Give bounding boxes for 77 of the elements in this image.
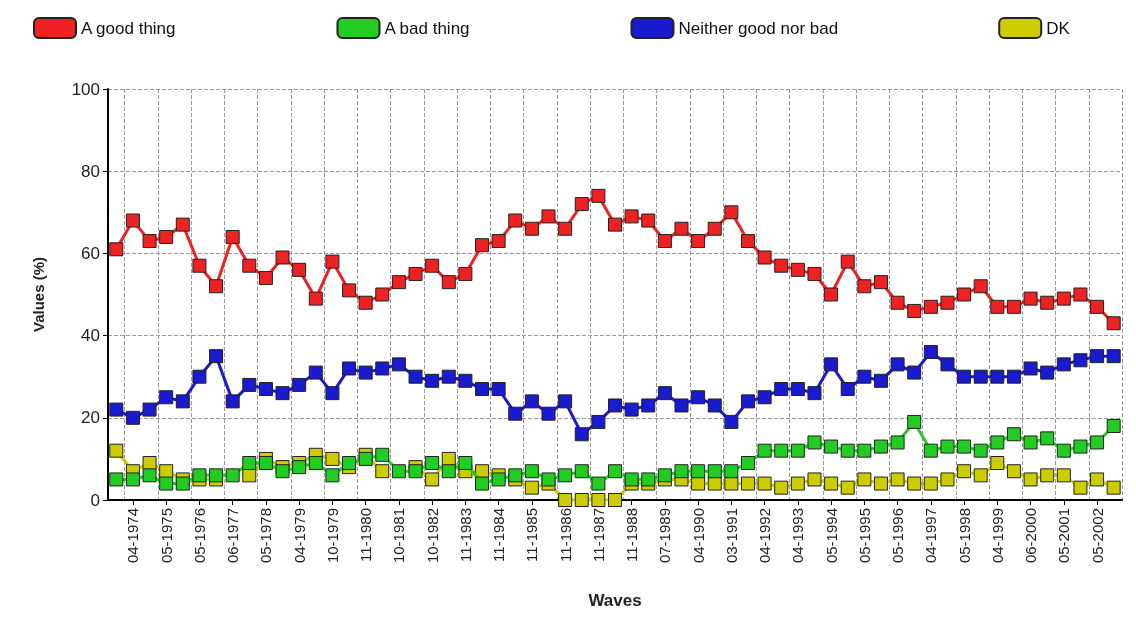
- point: [1056, 468, 1071, 483]
- legend-label: Neither good nor bad: [678, 18, 839, 38]
- point: [774, 480, 789, 495]
- x-tick-label: 11-1984: [490, 508, 508, 562]
- x-tick-label: 06-1977: [224, 508, 242, 564]
- y-tick-label: 0: [90, 490, 100, 510]
- x-tick-label: 04-1974: [124, 508, 142, 564]
- x-tick-label: 11-1985: [523, 508, 541, 562]
- x-axis-title: Waves: [588, 591, 642, 610]
- point: [574, 493, 589, 507]
- y-tick-label: 40: [81, 326, 100, 346]
- x-tick-label: 10-1979: [323, 508, 341, 564]
- x-tick-label: 05-1995: [855, 508, 873, 564]
- x-tick-label: 11-1986: [556, 508, 574, 562]
- point: [757, 476, 772, 491]
- x-tick-label: 05-1994: [822, 508, 840, 564]
- point: [1090, 472, 1105, 487]
- point: [890, 472, 905, 487]
- point: [1006, 464, 1021, 479]
- legend-label: A bad thing: [384, 18, 470, 38]
- point: [957, 464, 972, 479]
- point: [325, 451, 340, 466]
- x-tick-label: 04-1997: [922, 508, 940, 564]
- y-tick-label: 80: [81, 161, 100, 181]
- x-tick-label: 11-1983: [456, 508, 474, 562]
- y-tick-label: 100: [71, 79, 100, 99]
- x-tick-label: 05-2001: [1055, 508, 1073, 564]
- x-tick-label: 04-1999: [988, 508, 1006, 564]
- point: [923, 476, 938, 491]
- point: [907, 476, 922, 491]
- point: [524, 480, 539, 495]
- x-tick-label: 04-1990: [689, 508, 707, 564]
- x-tick-label: 05-1975: [157, 508, 175, 564]
- x-tick-label: 05-1976: [190, 508, 208, 564]
- point: [1073, 480, 1088, 495]
- point: [873, 476, 888, 491]
- point: [790, 476, 805, 491]
- point: [1106, 480, 1121, 495]
- point: [1023, 472, 1038, 487]
- x-tick-label: 11-1988: [623, 508, 641, 562]
- x-tick-label: 05-1998: [955, 508, 973, 564]
- legend-label: A good thing: [81, 18, 176, 38]
- x-tick-label: 04-1979: [290, 508, 308, 564]
- point: [824, 476, 839, 491]
- x-tick-label: 03-1991: [722, 508, 740, 564]
- x-tick-label: 04-1992: [756, 508, 774, 564]
- x-tick-label: 05-1996: [889, 508, 907, 564]
- x-tick-label: 06-2000: [1022, 508, 1040, 564]
- point: [840, 480, 855, 495]
- x-tick-label: 11-1980: [357, 508, 375, 562]
- x-tick-label: 07-1989: [656, 508, 674, 564]
- x-tick-label: 05-2002: [1088, 508, 1106, 564]
- point: [375, 464, 390, 479]
- x-tick-label: 11-1987: [589, 508, 607, 562]
- point: [990, 456, 1005, 471]
- point: [425, 472, 440, 487]
- point: [724, 476, 739, 491]
- point: [691, 476, 706, 491]
- x-tick-label: 04-1993: [789, 508, 807, 564]
- point: [807, 472, 822, 487]
- point: [591, 493, 606, 507]
- y-tick-label: 20: [81, 408, 100, 428]
- point: [740, 476, 755, 491]
- y-tick-label: 60: [81, 243, 100, 263]
- point: [558, 493, 573, 507]
- point: [973, 468, 988, 483]
- point: [608, 493, 622, 507]
- point: [109, 443, 124, 458]
- x-tick-label: 10-1981: [390, 508, 408, 564]
- y-axis-title: Values (%): [30, 256, 47, 333]
- x-tick-label: 05-1978: [257, 508, 275, 564]
- point: [857, 472, 872, 487]
- point: [940, 472, 955, 487]
- point: [707, 476, 722, 491]
- x-tick-label: 10-1982: [423, 508, 441, 564]
- legend-label: DK: [1046, 18, 1071, 38]
- point: [1040, 468, 1055, 483]
